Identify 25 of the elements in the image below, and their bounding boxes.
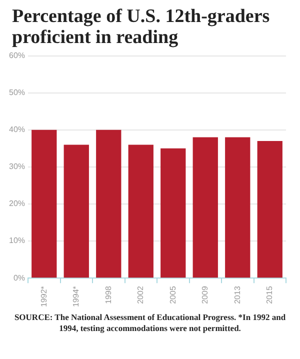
x-tick-label: 2009: [200, 286, 210, 304]
bar: [192, 137, 218, 278]
bar: [257, 141, 282, 278]
x-tick-label: 1994*: [72, 286, 81, 308]
x-tick-label: 2002: [136, 286, 146, 304]
bar: [160, 148, 186, 278]
bar: [32, 130, 57, 278]
y-tick-label: 20%: [8, 199, 26, 208]
y-tick-label: 30%: [8, 162, 26, 172]
source-note: SOURCE: The National Assessment of Educational Progress. *In 1992 and 1994, testing accommodations were not permitted.: [13, 311, 287, 334]
y-tick-label: 60%: [8, 51, 26, 60]
bar: [225, 137, 250, 278]
chart-title: Percentage of U.S. 12th-graders proficient in reading: [11, 5, 271, 48]
x-tick-label: 2015: [265, 286, 274, 304]
bar: [96, 130, 122, 278]
bar: [64, 144, 89, 278]
bar: [128, 144, 154, 278]
x-tick-label: 1992*: [39, 286, 48, 308]
y-tick-label: 50%: [8, 88, 26, 98]
x-tick-label: 2005: [168, 286, 178, 304]
y-tick-label: 40%: [8, 125, 26, 134]
x-tick-label: 1998: [104, 286, 113, 304]
x-tick-label: 2013: [232, 286, 242, 304]
y-tick-label: 10%: [8, 236, 26, 246]
y-tick-label: 0%: [13, 273, 26, 282]
